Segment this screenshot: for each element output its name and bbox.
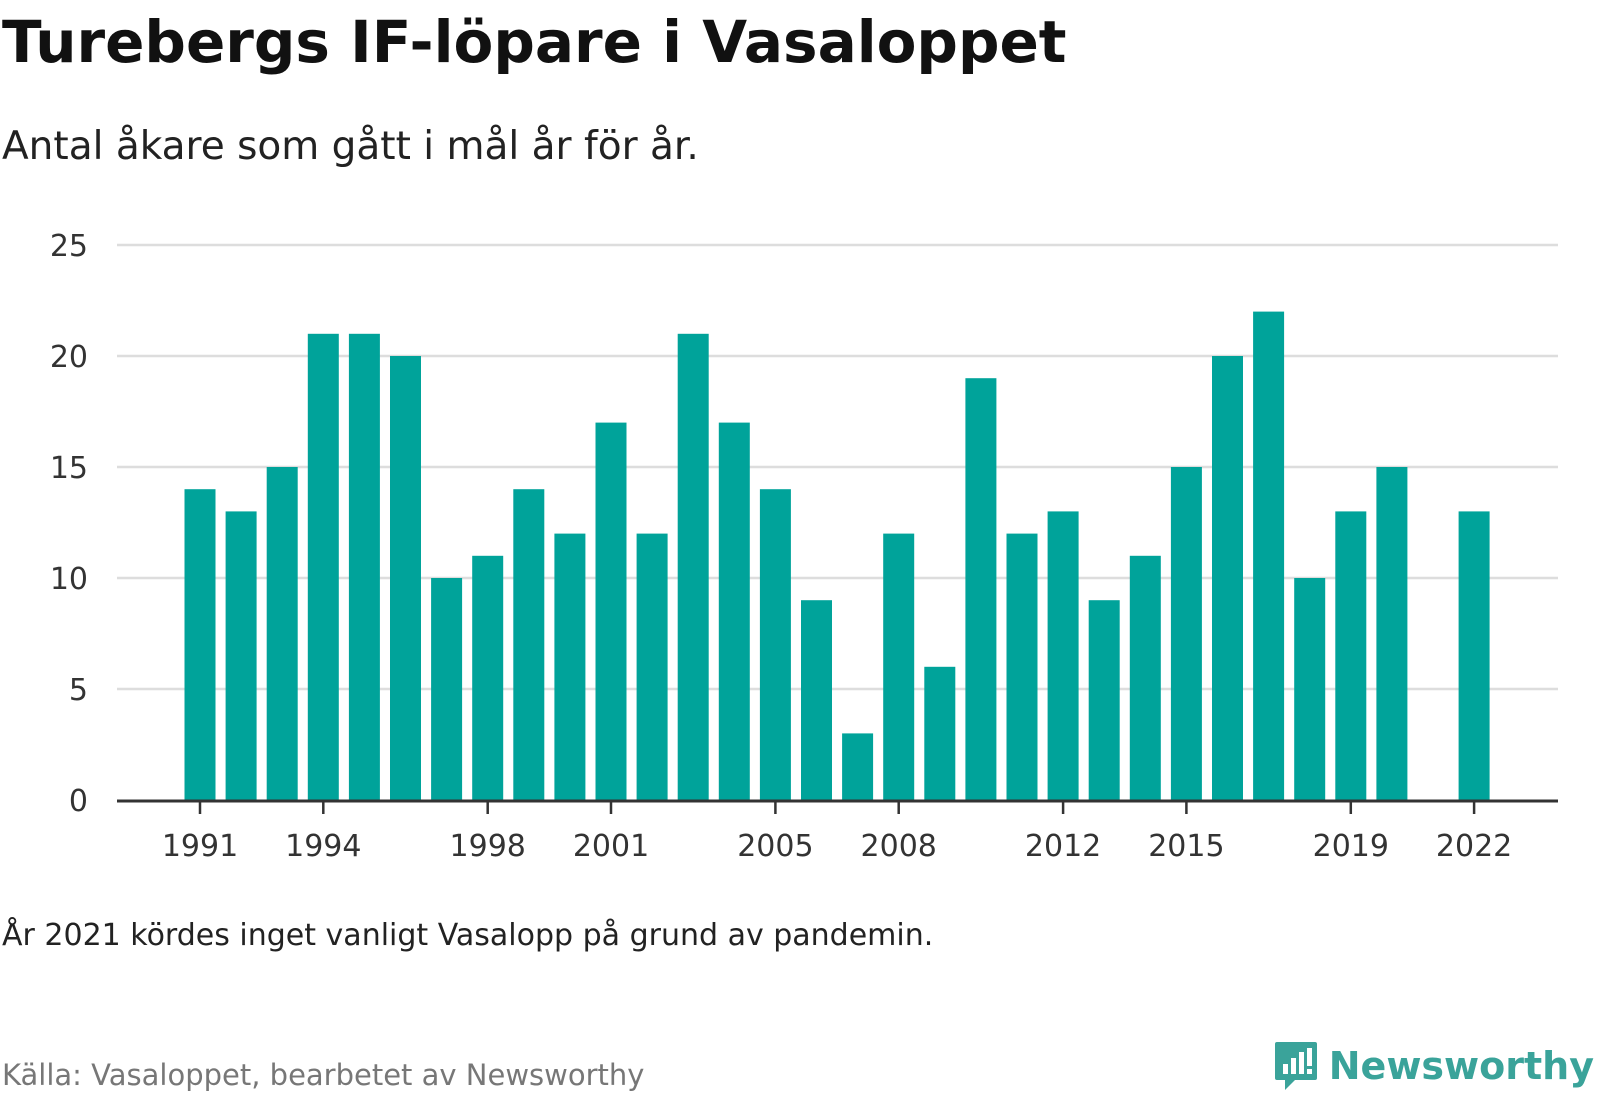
bar-2004 <box>718 422 750 800</box>
bar-2008 <box>883 533 915 800</box>
chart-title: Turebergs IF-löpare i Vasaloppet <box>2 8 1067 76</box>
x-tick-label: 2015 <box>1148 829 1224 864</box>
bar-1991 <box>184 489 216 800</box>
y-tick-label: 15 <box>50 451 88 486</box>
bar-1992 <box>225 511 257 800</box>
newsworthy-logo-icon <box>1274 1042 1317 1090</box>
chart-subtitle: Antal åkare som gått i mål år för år. <box>2 124 699 169</box>
bar-2014 <box>1129 555 1161 800</box>
footnote: År 2021 kördes inget vanligt Vasalopp på… <box>2 918 934 953</box>
bar-1999 <box>513 489 545 800</box>
bar-2006 <box>801 600 832 800</box>
x-tick-label: 1998 <box>450 829 526 864</box>
bar-2015 <box>1170 467 1202 800</box>
y-tick-label: 5 <box>69 673 88 708</box>
y-tick-label: 25 <box>50 229 88 264</box>
x-tick-label: 2019 <box>1313 829 1389 864</box>
bar-chart: 0 5 10 15 20 25 1991 1994 1998 2001 2005 2008 2012 2… <box>50 229 1558 864</box>
bar-2019 <box>1335 511 1367 800</box>
bar-1994 <box>307 333 339 800</box>
y-tick-label: 20 <box>50 340 88 375</box>
bar-2020 <box>1376 467 1408 800</box>
source-text: Källa: Vasaloppet, bearbetet av Newswort… <box>2 1058 645 1092</box>
bar-1997 <box>431 578 463 800</box>
x-tick-label: 2008 <box>861 829 937 864</box>
bar-2002 <box>636 533 668 800</box>
x-tick-label: 2012 <box>1025 829 1101 864</box>
brand-logo: Newsworthy <box>1273 1040 1594 1092</box>
bar-2001 <box>595 422 627 800</box>
bar-2003 <box>677 333 709 800</box>
bar-2007 <box>842 733 874 800</box>
bar-2010 <box>965 378 997 800</box>
bar-1993 <box>266 467 298 800</box>
x-tick-label: 1991 <box>162 829 238 864</box>
bar-1995 <box>348 333 380 800</box>
y-axis-ticks: 0 5 10 15 20 25 <box>50 229 88 819</box>
bar-1996 <box>390 356 421 800</box>
brand-name: Newsworthy <box>1328 1044 1594 1088</box>
bar-2016 <box>1212 356 1243 800</box>
bar-2013 <box>1088 600 1120 800</box>
y-tick-label: 0 <box>69 784 88 819</box>
bar-2005 <box>759 489 791 800</box>
x-axis-ticks: 1991 1994 1998 2001 2005 2008 2012 2015 2019 2022 <box>162 802 1512 864</box>
bars <box>184 311 1490 800</box>
bar-2012 <box>1047 511 1079 800</box>
x-tick-label: 1994 <box>285 829 361 864</box>
x-tick-label: 2022 <box>1436 829 1512 864</box>
bar-1998 <box>472 555 504 800</box>
bar-2018 <box>1294 578 1326 800</box>
x-tick-label: 2001 <box>573 829 649 864</box>
y-tick-label: 10 <box>50 562 88 597</box>
bar-2011 <box>1006 533 1038 800</box>
bar-2009 <box>924 666 956 800</box>
bar-2000 <box>554 533 586 800</box>
bar-2017 <box>1253 311 1285 800</box>
x-tick-label: 2005 <box>737 829 813 864</box>
bar-2022 <box>1458 511 1490 800</box>
